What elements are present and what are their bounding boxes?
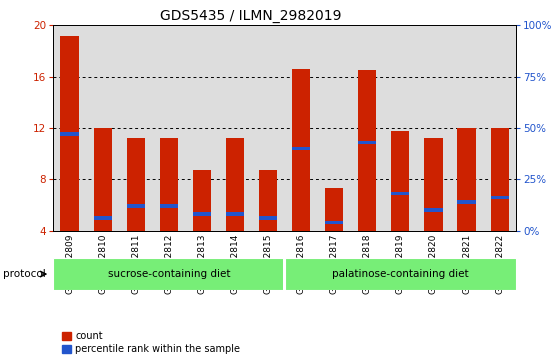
Bar — [259, 216, 277, 220]
Bar — [325, 220, 343, 224]
Text: palatinose-containing diet: palatinose-containing diet — [332, 269, 469, 279]
Bar — [325, 188, 343, 231]
Bar — [283, 258, 286, 290]
Bar — [358, 70, 377, 231]
Bar — [226, 138, 244, 231]
Text: GDS5435 / ILMN_2982019: GDS5435 / ILMN_2982019 — [160, 9, 342, 23]
Bar — [193, 212, 211, 216]
Bar — [292, 69, 310, 231]
Bar — [490, 196, 509, 200]
Bar — [424, 138, 442, 231]
Bar — [259, 170, 277, 231]
Bar — [490, 128, 509, 231]
Bar — [391, 131, 410, 231]
Bar — [53, 258, 285, 290]
Bar — [94, 216, 112, 220]
Bar — [458, 128, 475, 231]
Bar — [160, 138, 178, 231]
Bar — [292, 147, 310, 150]
Bar — [60, 132, 79, 136]
Bar — [127, 204, 145, 208]
Bar — [226, 212, 244, 216]
Bar — [193, 170, 211, 231]
Bar — [391, 192, 410, 195]
Bar — [285, 258, 516, 290]
Bar — [424, 208, 442, 212]
Bar — [127, 138, 145, 231]
Bar — [358, 140, 377, 144]
Bar — [458, 200, 475, 204]
Legend: count, percentile rank within the sample: count, percentile rank within the sample — [58, 327, 244, 358]
Bar — [60, 36, 79, 231]
Bar — [94, 128, 112, 231]
Text: sucrose-containing diet: sucrose-containing diet — [108, 269, 230, 279]
Text: protocol: protocol — [3, 269, 46, 279]
Bar — [160, 204, 178, 208]
